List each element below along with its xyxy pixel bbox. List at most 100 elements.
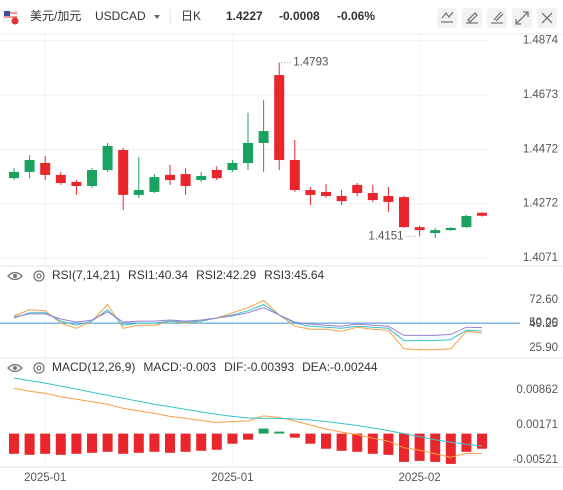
macd-bar — [430, 433, 441, 462]
macd-bar — [180, 433, 191, 452]
macd-bar — [24, 433, 35, 455]
macd-bar — [211, 433, 222, 450]
toolbar-fullscreen[interactable] — [512, 8, 532, 28]
y-tick-label: 1.4673 — [523, 89, 558, 101]
legend-value: -0.003 — [182, 360, 216, 374]
macd-bar — [118, 433, 129, 454]
macd-bar — [352, 433, 363, 452]
macd-bar — [383, 433, 394, 455]
candle-body — [165, 174, 175, 181]
candle-body — [477, 212, 487, 216]
rsi-settings[interactable] — [33, 270, 45, 282]
candle-body — [461, 216, 472, 228]
candle-body — [71, 181, 82, 186]
legend-name: RSI1: — [128, 268, 158, 282]
last-price: 1.4227 — [226, 9, 263, 23]
candle-body — [274, 75, 285, 161]
x-tick-label: 2025-01 — [211, 472, 253, 484]
y-tick-label: 25.90 — [529, 342, 558, 354]
rsi-visibility-toggle[interactable] — [7, 271, 23, 281]
candle-body — [180, 174, 191, 186]
macd-bar — [9, 433, 19, 454]
toolbar-draw[interactable] — [462, 8, 482, 28]
macd-bar — [87, 433, 97, 453]
candle-body — [445, 227, 456, 231]
candle-body — [243, 142, 253, 163]
candle-body — [133, 190, 144, 195]
candle-body — [211, 170, 222, 179]
period[interactable]: 日K — [181, 9, 201, 23]
legend-value: 45.64 — [294, 268, 324, 282]
legend-name: DIF: — [224, 360, 247, 374]
legend-value: -0.00393 — [247, 360, 295, 374]
x-tick-label: 2025-01 — [24, 472, 66, 484]
symbol[interactable]: USDCAD — [95, 9, 146, 23]
candle-body — [399, 197, 409, 228]
y-tick-label: 0.00862 — [516, 384, 558, 396]
candle-body — [196, 175, 207, 181]
candle-body — [40, 162, 51, 175]
macd-bar — [40, 433, 51, 454]
macd-bar — [336, 433, 347, 451]
min-price-label: 1.4151 — [368, 230, 403, 242]
macd-bar — [196, 433, 207, 451]
indicator-line — [13, 307, 483, 336]
candle-body — [55, 174, 66, 184]
candle-body — [227, 162, 238, 171]
legend-value: -0.00244 — [330, 360, 378, 374]
x-tick-label: 2025-02 — [398, 472, 440, 484]
macd-bar — [367, 433, 378, 454]
pair-name[interactable]: 美元/加元 — [30, 9, 81, 23]
macd-bar — [305, 433, 316, 444]
legend-name: DEA: — [302, 360, 330, 374]
macd-settings[interactable] — [33, 362, 45, 374]
macd-bar — [461, 433, 472, 452]
candle-body — [24, 160, 35, 172]
indicator-line — [13, 377, 483, 447]
y-tick-label: 1.4071 — [523, 252, 558, 264]
candle-body — [118, 150, 129, 195]
candle-body — [289, 160, 300, 191]
legend-value: 42.29 — [226, 268, 256, 282]
macd-bar — [321, 433, 331, 449]
y-tick-label: 1.4472 — [523, 143, 558, 155]
candle-body — [367, 193, 378, 201]
macd-bar — [445, 433, 456, 464]
candle-body — [383, 196, 394, 202]
candle-body — [305, 190, 316, 195]
price-change-pct: -0.06% — [337, 9, 375, 23]
legend-name: RSI2: — [196, 268, 226, 282]
legend-value: 40.34 — [158, 268, 188, 282]
candle-body — [352, 184, 363, 194]
y-tick-label: 1.4272 — [523, 198, 558, 210]
y-tick-label: 49.25 — [529, 318, 558, 330]
macd-bar — [71, 433, 82, 454]
macd-bar — [55, 433, 66, 455]
y-tick-label: -0.00521 — [513, 454, 558, 466]
candle-body — [258, 131, 269, 143]
toolbar-indicator[interactable] — [437, 8, 457, 28]
macd-visibility-toggle[interactable] — [7, 363, 23, 373]
macd-bar — [133, 433, 144, 453]
macd-bar — [227, 433, 238, 444]
macd-bar — [165, 433, 175, 453]
indicator-title: MACD(12,26,9) — [52, 360, 135, 374]
macd-bar — [477, 433, 487, 449]
indicator-line — [13, 387, 483, 458]
macd-bar — [289, 433, 300, 438]
y-tick-label: 50.00 — [529, 317, 558, 329]
legend-name: RSI3: — [264, 268, 294, 282]
toolbar-close[interactable] — [537, 8, 557, 28]
toolbar-edit[interactable] — [487, 8, 507, 28]
max-price-label: 1.4793 — [293, 57, 328, 69]
y-tick-label: 72.60 — [529, 294, 558, 306]
legend-name: MACD: — [143, 360, 182, 374]
indicator-line — [13, 304, 483, 342]
flag-icon — [3, 10, 19, 25]
candle-body — [414, 227, 425, 231]
price-change: -0.0008 — [279, 9, 320, 23]
y-tick-label: 1.4874 — [523, 35, 559, 47]
symbol-dropdown[interactable] — [154, 15, 160, 19]
